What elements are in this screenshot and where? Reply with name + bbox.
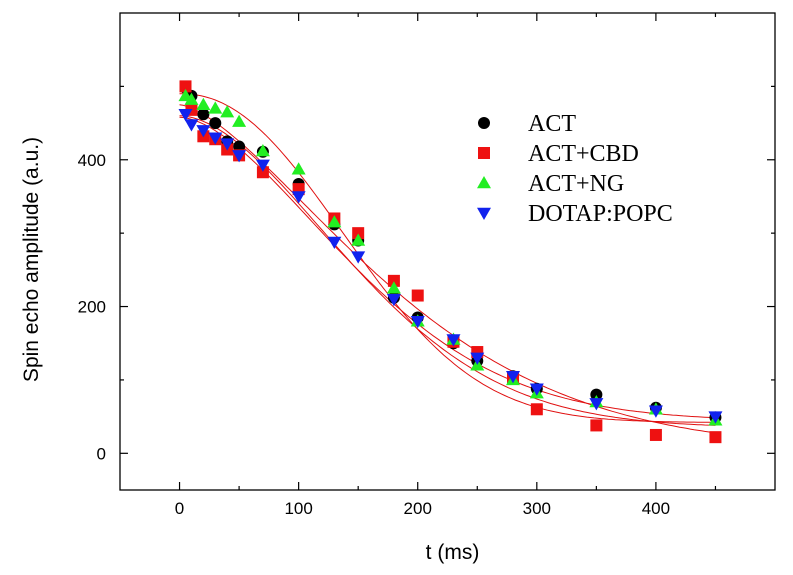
plot-frame [119, 12, 776, 491]
dotap-popc-point [386, 293, 401, 307]
dotap-popc-point [184, 119, 199, 132]
dotap-popc-point [529, 383, 544, 396]
act-cbd-point [179, 80, 192, 93]
act-ng-point [184, 92, 199, 105]
dotap-popc-point [196, 125, 211, 138]
act-ng-point [255, 143, 270, 157]
legend-label: DOTAP:POPC [528, 201, 673, 227]
dotap-popc-point [208, 132, 223, 145]
dotap-popc-point [351, 251, 366, 264]
legend-marker [477, 207, 491, 220]
act-cbd-point [590, 419, 603, 432]
dotap-popc-point [178, 109, 193, 122]
act-ng-point [291, 162, 306, 175]
axis-ticks [120, 13, 775, 490]
y-axis-title: Spin echo amplitude (a.u.) [20, 137, 43, 382]
act-cbd-point [256, 166, 269, 179]
x-tick-label: 0 [175, 499, 184, 518]
y-tick-label: 400 [78, 151, 106, 170]
y-tick-label: 0 [97, 444, 106, 463]
legend-label: ACT [528, 111, 576, 137]
act-cbd-point [352, 227, 365, 240]
act-point [209, 117, 222, 130]
act-point [590, 388, 603, 401]
x-tick-label: 200 [404, 499, 432, 518]
dotap-popc-point [470, 352, 485, 365]
act-ng-point [386, 281, 401, 294]
x-axis-title: t (ms) [426, 541, 480, 564]
x-tick-label: 400 [642, 499, 670, 518]
act-point [197, 108, 210, 121]
x-tick-label: 300 [523, 499, 551, 518]
dotap-popc-point [506, 371, 520, 384]
dotap-popc-point [410, 315, 425, 329]
legend-marker [478, 147, 490, 159]
legend-marker [477, 176, 491, 189]
act-ng-point [232, 114, 247, 127]
dotap-popc-point [648, 405, 663, 418]
act-ng-point [220, 105, 235, 118]
fit-curve [179, 93, 716, 423]
x-tick-label: 100 [284, 499, 312, 518]
dotap-popc-point [220, 138, 235, 151]
dotap-popc-point [589, 398, 604, 411]
y-tick-label: 200 [78, 298, 106, 317]
act-ng-point [196, 97, 211, 110]
act-cbd-point [709, 431, 722, 444]
dotap-popc-point [446, 334, 461, 347]
act-cbd-point [411, 289, 424, 302]
legend: ACT ACT+CBD ACT+NG DOTAP:POPC [477, 111, 673, 227]
dotap-popc-point [327, 236, 342, 249]
act-ng-point [208, 101, 223, 114]
dotap-popc-point [255, 159, 270, 172]
act-cbd-point [387, 274, 400, 287]
dotap-popc-point [232, 150, 247, 163]
legend-marker [478, 117, 490, 129]
act-ng-point [327, 215, 342, 228]
act-cbd-point [649, 428, 662, 441]
dotap-popc-point [291, 191, 306, 204]
tick-labels: 0 100 200 300 400 0 200 400 [78, 151, 670, 518]
data-points [178, 80, 723, 444]
legend-label: ACT+NG [528, 171, 624, 197]
act-cbd-point [530, 403, 543, 416]
plot-border [119, 12, 776, 491]
dotap-popc-point [708, 411, 723, 424]
legend-label: ACT+CBD [528, 141, 639, 167]
act-ng-point [351, 233, 366, 246]
